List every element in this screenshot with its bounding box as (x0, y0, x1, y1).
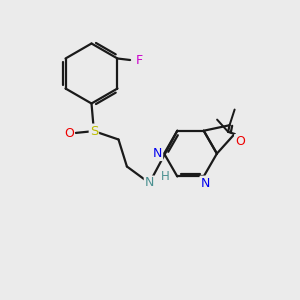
Text: N: N (153, 147, 162, 160)
Text: O: O (64, 127, 74, 140)
Text: N: N (200, 177, 210, 190)
Text: F: F (136, 53, 142, 67)
Text: H: H (160, 170, 169, 183)
Text: N: N (145, 176, 154, 190)
Text: O: O (235, 135, 245, 148)
Text: S: S (90, 124, 98, 138)
